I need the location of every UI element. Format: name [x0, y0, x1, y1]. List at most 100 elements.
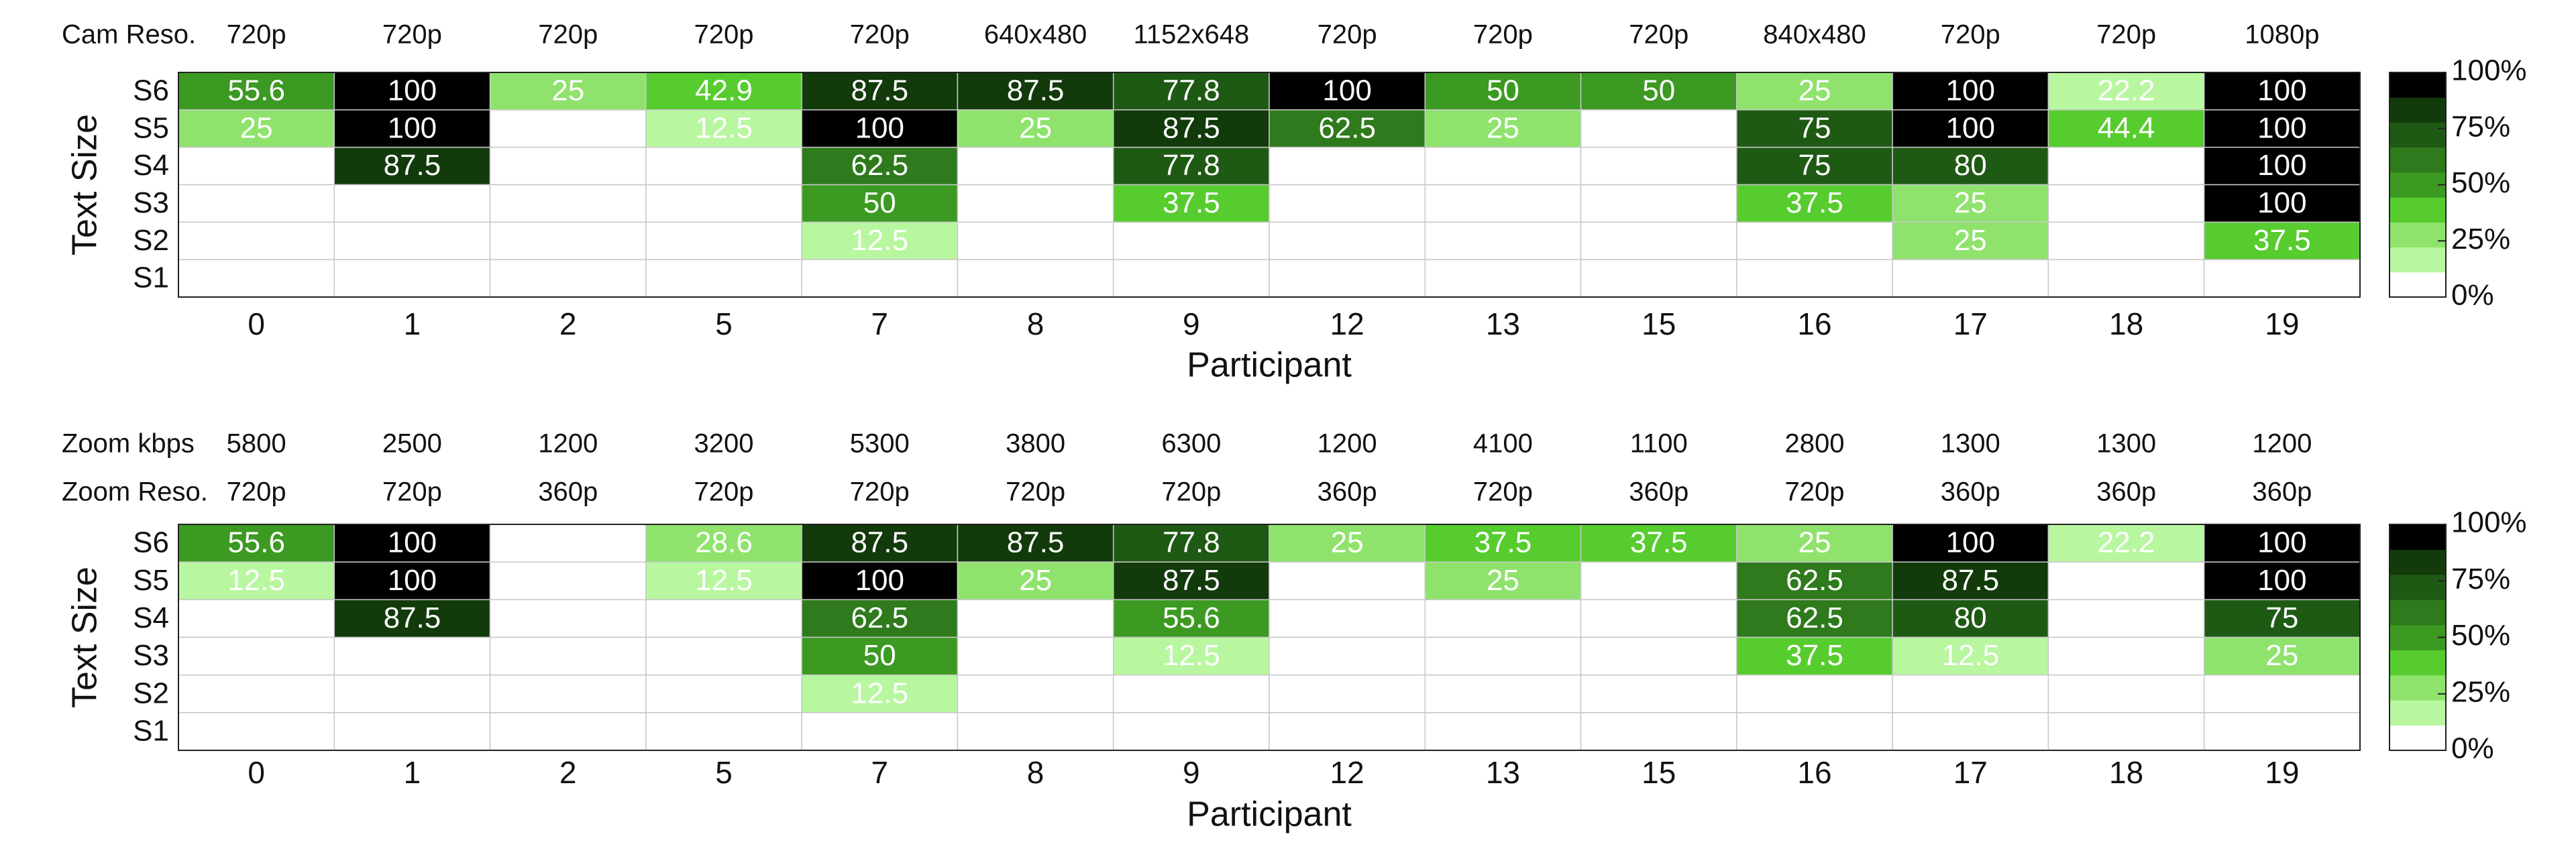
- x-axis-label: Participant: [1187, 346, 1352, 385]
- cell-label: 77.8: [1163, 149, 1220, 182]
- empty-cell: [1736, 259, 1893, 298]
- row-label: S3: [133, 186, 169, 219]
- empty-cell: [957, 184, 1114, 223]
- header-value: 3800: [1006, 429, 1065, 459]
- cell-label: 87.5: [1007, 74, 1065, 107]
- header-value: 360p: [1941, 477, 2000, 507]
- empty-cell: [1580, 109, 1737, 148]
- empty-cell: [489, 712, 647, 751]
- cell: [1112, 146, 1270, 186]
- cell: [333, 599, 491, 638]
- x-tick-label: 12: [1330, 755, 1364, 790]
- empty-cell: [1269, 146, 1426, 186]
- header-row-label: Zoom kbps: [62, 429, 195, 459]
- cell: [333, 109, 491, 148]
- cell-label: 37.5: [1786, 186, 1843, 219]
- cell-label: 37.5: [1474, 526, 1532, 559]
- colorbar-tick-label: 100%: [2451, 54, 2527, 87]
- empty-cell: [957, 221, 1114, 260]
- colorbar-band: [2390, 97, 2446, 123]
- header-value: 1152x648: [1133, 20, 1249, 50]
- cell-label: 62.5: [1786, 564, 1843, 597]
- cell-label: 25: [240, 111, 273, 144]
- cell-label: 50: [863, 186, 896, 219]
- cell: [2203, 599, 2361, 638]
- colorbar-band: [2390, 524, 2446, 550]
- colorbar-band: [2390, 72, 2446, 98]
- empty-cell: [645, 712, 802, 751]
- empty-cell: [957, 636, 1114, 676]
- cell-label: 25: [1019, 564, 1052, 597]
- empty-cell: [957, 674, 1114, 713]
- x-tick-label: 16: [1797, 306, 1831, 341]
- x-tick-label: 15: [1642, 755, 1676, 790]
- empty-cell: [957, 712, 1114, 751]
- empty-cell: [333, 184, 491, 223]
- header-value: 720p: [1629, 20, 1688, 50]
- header-value: 6300: [1161, 429, 1221, 459]
- header-value: 5300: [850, 429, 910, 459]
- cell-label: 87.5: [1163, 111, 1220, 144]
- colorbar-tick-label: 50%: [2451, 166, 2510, 199]
- cell-label: 100: [855, 111, 904, 144]
- cell-label: 28.6: [695, 526, 753, 559]
- cell: [801, 109, 959, 148]
- cell: [1736, 636, 1893, 676]
- empty-cell: [489, 599, 647, 638]
- colorbar-band: [2390, 222, 2446, 248]
- cell-label: 87.5: [851, 74, 908, 107]
- x-tick-label: 7: [871, 306, 888, 341]
- colorbar-band: [2390, 624, 2446, 650]
- x-tick-label: 15: [1642, 306, 1676, 341]
- plot-frame: [178, 524, 2361, 751]
- x-tick-label: 17: [1953, 755, 1988, 790]
- empty-cell: [178, 636, 335, 676]
- empty-cell: [1269, 712, 1426, 751]
- x-tick-label: 19: [2265, 306, 2299, 341]
- empty-cell: [1112, 712, 1270, 751]
- cell-label: 37.5: [2253, 224, 2311, 257]
- colorbar-band: [2390, 172, 2446, 198]
- colorbar-tick-label: 0%: [2451, 279, 2494, 312]
- cell: [1892, 221, 2049, 260]
- cell-label: 75: [1799, 149, 1831, 182]
- empty-cell: [1112, 259, 1270, 298]
- header-value: 720p: [382, 477, 442, 507]
- empty-cell: [1892, 712, 2049, 751]
- header-value: 720p: [1006, 477, 1065, 507]
- cell: [1892, 636, 2049, 676]
- empty-cell: [645, 599, 802, 638]
- empty-cell: [178, 712, 335, 751]
- empty-cell: [333, 712, 491, 751]
- cell: [645, 524, 802, 563]
- empty-cell: [2047, 674, 2205, 713]
- cell-label: 12.5: [1941, 639, 1999, 672]
- colorbar-tick-label: 50%: [2451, 619, 2510, 652]
- empty-cell: [1424, 636, 1582, 676]
- empty-cell: [645, 636, 802, 676]
- header-value: 2500: [382, 429, 442, 459]
- x-tick-label: 13: [1486, 755, 1520, 790]
- cell-label: 87.5: [384, 601, 441, 634]
- header-value: 720p: [694, 477, 754, 507]
- cell-label: 37.5: [1786, 639, 1843, 672]
- cell-label: 100: [2257, 526, 2306, 559]
- header-value: 840x480: [1763, 20, 1866, 50]
- empty-cell: [178, 146, 335, 186]
- cell: [1892, 72, 2049, 111]
- row-label: S1: [133, 262, 169, 294]
- empty-cell: [489, 524, 647, 563]
- colorbar-tick-label: 25%: [2451, 223, 2510, 255]
- x-tick-label: 9: [1183, 306, 1200, 341]
- empty-cell: [1736, 712, 1893, 751]
- colorbar-band: [2390, 675, 2446, 701]
- empty-cell: [1580, 712, 1737, 751]
- cell-label: 100: [2257, 149, 2306, 182]
- cell-label: 50: [1487, 74, 1519, 107]
- cell: [957, 72, 1114, 111]
- cell: [957, 109, 1114, 148]
- empty-cell: [489, 146, 647, 186]
- empty-cell: [801, 259, 959, 298]
- cell-label: 100: [2257, 74, 2306, 107]
- cell-label: 100: [1946, 526, 1995, 559]
